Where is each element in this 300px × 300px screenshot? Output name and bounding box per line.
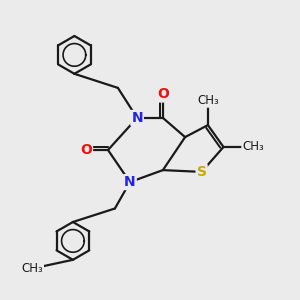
Text: O: O: [80, 143, 92, 157]
Text: N: N: [131, 111, 143, 125]
Text: CH₃: CH₃: [242, 140, 264, 154]
Text: O: O: [157, 88, 169, 101]
Text: CH₃: CH₃: [22, 262, 43, 275]
Text: S: S: [196, 165, 207, 179]
Text: CH₃: CH₃: [197, 94, 219, 107]
Text: N: N: [124, 175, 136, 189]
